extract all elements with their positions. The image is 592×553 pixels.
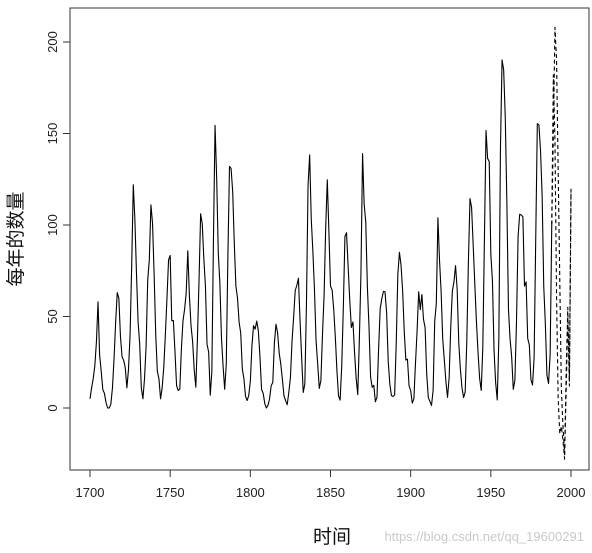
x-tick-label: 2000 (557, 485, 586, 500)
x-axis: 1700 1750 1800 1850 1900 1950 2000 (76, 469, 586, 500)
series-layer (89, 26, 572, 460)
y-tick-label: 0 (45, 404, 60, 411)
y-axis: 0 50 100 150 200 (45, 31, 71, 412)
y-axis-title: 每年的数量 (5, 191, 27, 286)
x-tick-label: 1750 (156, 485, 185, 500)
y-tick-label: 50 (45, 309, 60, 323)
x-tick-label: 1700 (76, 485, 105, 500)
series-line-3 (551, 26, 572, 455)
series-line-2 (551, 74, 572, 460)
watermark-text: https://blog.csdn.net/qq_19600291 (385, 529, 585, 544)
series-line-1 (89, 59, 553, 409)
y-tick-label: 200 (45, 31, 60, 53)
x-axis-title: 时间 (313, 526, 351, 548)
x-tick-label: 1950 (476, 485, 505, 500)
x-tick-label: 1900 (396, 485, 425, 500)
x-tick-label: 1800 (236, 485, 265, 500)
y-tick-label: 100 (45, 214, 60, 236)
y-tick-label: 150 (45, 123, 60, 145)
x-tick-label: 1850 (316, 485, 345, 500)
